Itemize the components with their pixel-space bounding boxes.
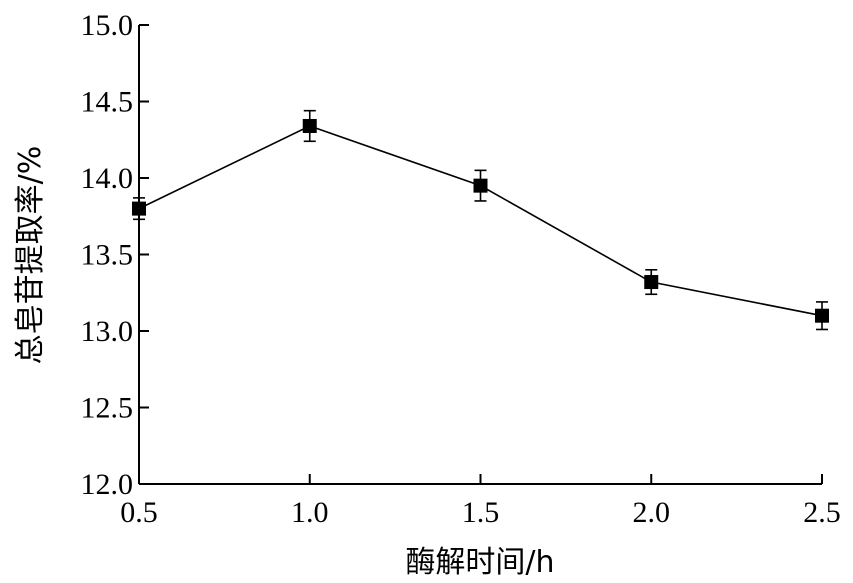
data-point	[132, 201, 146, 216]
x-tick-label: 1.0	[291, 496, 329, 529]
x-tick-label: 0.5	[120, 496, 158, 529]
x-tick-label: 2.0	[633, 496, 671, 529]
x-axis-title: 酶解时间/h	[405, 545, 554, 580]
y-tick-label: 13.5	[81, 239, 134, 272]
plot-area: 12.0 12.5 13.0 13.5 14.0 14.5 15.0 0.5 1.0 1.5 2.0…	[81, 9, 841, 529]
y-axis-title: 总皂苷提取率/%	[13, 146, 48, 365]
data-point	[302, 118, 317, 133]
y-tick-label: 12.5	[81, 392, 134, 425]
data-point	[815, 308, 829, 323]
y-tick-label: 14.0	[81, 162, 134, 195]
data-point	[473, 178, 488, 193]
series-line	[138, 125, 823, 317]
y-tick-label: 14.5	[81, 86, 134, 119]
y-tick-label: 13.0	[81, 315, 134, 348]
y-tick-label: 12.0	[81, 468, 134, 501]
data-point	[644, 275, 659, 290]
x-tick-label: 1.5	[462, 496, 500, 529]
x-tick-label: 2.5	[803, 496, 841, 529]
y-tick-label: 15.0	[81, 9, 134, 42]
